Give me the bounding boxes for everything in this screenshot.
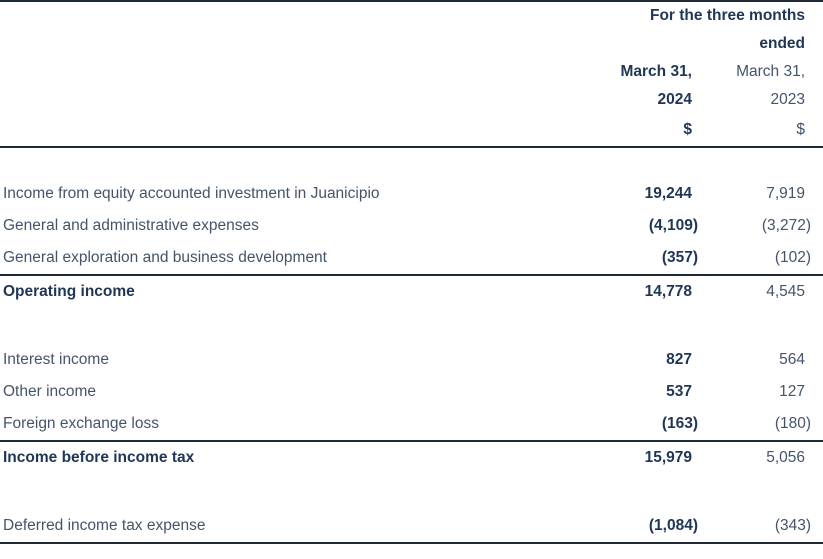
column-header-2023-year: 2023 (770, 91, 806, 108)
spacer-cell (0, 474, 823, 510)
value-2023: 5,056 (700, 440, 823, 474)
value-2023: 7,919 (766, 185, 806, 202)
value-2023: 127 (779, 383, 806, 400)
row-label: Other income (3, 383, 97, 400)
spacer-row (0, 474, 823, 510)
spacer-cell (0, 543, 823, 559)
table-row: General and administrative expenses (4,10… (0, 210, 823, 242)
row-label: Operating income (0, 274, 560, 308)
period-title-line1: For the three months (650, 7, 806, 24)
row-label: Income before income tax (0, 440, 560, 474)
column-header-2024-month: March 31, (620, 63, 692, 80)
empty-cell (0, 58, 560, 86)
statement-header: For the three months ended March 31, Mar… (0, 1, 823, 148)
row-label: General exploration and business develop… (3, 249, 327, 266)
value-2023: 564 (779, 351, 806, 368)
currency-symbol-2023: $ (700, 114, 823, 148)
value-2024: (357) (661, 249, 698, 266)
value-2024: (163) (661, 415, 698, 432)
spacer-cell (0, 308, 823, 344)
row-label: General and administrative expenses (3, 217, 259, 234)
row-label: Interest income (3, 351, 109, 368)
table-row: Income before income tax 15,979 5,056 (0, 440, 823, 474)
column-header-2023-month: March 31, (736, 63, 806, 80)
row-label: Deferred income tax expense (0, 510, 560, 544)
empty-cell (0, 86, 560, 114)
table-row: Interest income 827 564 (0, 344, 823, 376)
table-row: Other income 537 127 (0, 376, 823, 408)
row-label: Foreign exchange loss (3, 415, 159, 432)
period-title-row: For the three months (0, 1, 823, 30)
empty-cell (0, 114, 560, 148)
spacer-row (0, 543, 823, 559)
value-2023: (3,272) (761, 217, 812, 234)
empty-cell (0, 30, 560, 58)
table-row: General exploration and business develop… (0, 242, 823, 275)
table-row: Foreign exchange loss (163) (180) (0, 408, 823, 441)
currency-symbol-2024: $ (560, 114, 700, 148)
value-2024: 827 (666, 351, 692, 368)
value-2023: (343) (700, 510, 823, 544)
value-2024: 14,778 (560, 274, 700, 308)
value-2023: (102) (774, 249, 812, 266)
column-header-2024-year: 2024 (657, 91, 692, 108)
spacer-row (0, 308, 823, 344)
spacer-row (0, 147, 823, 178)
table-row: Deferred income tax expense (1,084) (343) (0, 510, 823, 544)
value-2023: (180) (774, 415, 812, 432)
table-row: Income from equity accounted investment … (0, 178, 823, 210)
period-title-line2: ended (759, 35, 806, 52)
currency-row: $ $ (0, 114, 823, 148)
value-2024: (1,084) (560, 510, 700, 544)
value-2024: 15,979 (560, 440, 700, 474)
table-row: Operating income 14,778 4,545 (0, 274, 823, 308)
row-label: Income from equity accounted investment … (3, 185, 380, 202)
spacer-cell (0, 147, 823, 178)
period-title-row2: ended (0, 30, 823, 58)
empty-cell (0, 1, 560, 30)
value-2024: 19,244 (644, 185, 692, 202)
value-2023: 4,545 (700, 274, 823, 308)
column-year-row: 2024 2023 (0, 86, 823, 114)
column-month-row: March 31, March 31, (0, 58, 823, 86)
statement-body: Income from equity accounted investment … (0, 147, 823, 559)
value-2024: 537 (666, 383, 692, 400)
value-2024: (4,109) (648, 217, 698, 234)
